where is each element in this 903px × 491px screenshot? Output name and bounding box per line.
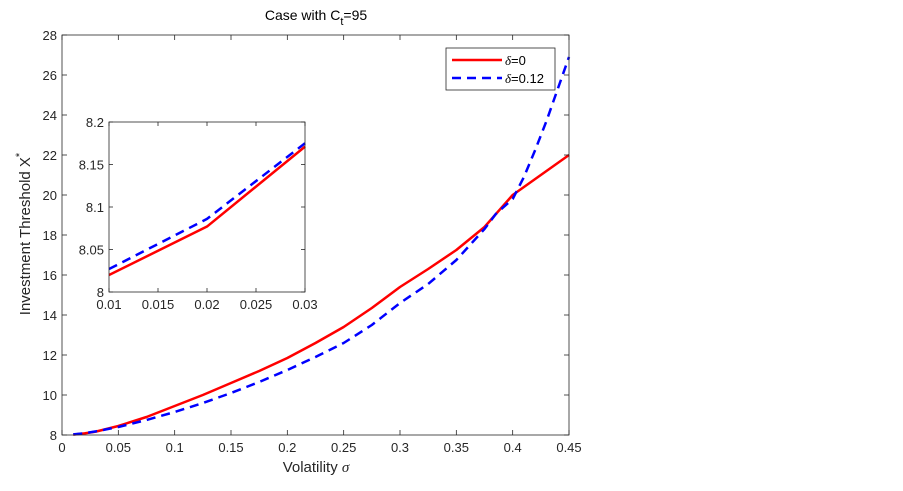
main-x-tick-label: 0 [58,440,65,455]
main-y-tick-label: 16 [43,268,57,283]
main-y-tick-label: 8 [50,428,57,443]
main-x-tick-label: 0.35 [444,440,469,455]
inset-plot-area [109,122,305,292]
x-axis-label: Volatility σ [283,459,350,476]
inset-x-tick-label: 0.03 [292,297,317,312]
main-x-tick-label: 0.2 [278,440,296,455]
sigma-symbol: σ [342,460,350,476]
y-axis-label: Investment Threshold X* [14,152,34,315]
main-y-tick-label: 22 [43,148,57,163]
inset-series-delta-0 [109,145,306,277]
inset-axes: 0.01 0.015 0.02 0.025 0.03 8 8.05 8.1 8.15 8.2 [79,115,318,312]
main-y-tick-label: 28 [43,28,57,43]
inset-series-delta-012 [109,142,306,271]
main-y-tick-label: 12 [43,348,57,363]
y-axis-label-superscript: * [14,152,26,157]
main-y-tick-label: 18 [43,228,57,243]
legend-label-delta-012: δ=0.12 [505,71,544,86]
main-x-tick-label: 0.1 [166,440,184,455]
main-y-tick-label: 26 [43,68,57,83]
main-y-tick-label: 10 [43,388,57,403]
main-x-tick-label: 0.25 [331,440,356,455]
main-x-tick-label: 0.3 [391,440,409,455]
legend-label-delta-0: δ=0 [505,53,526,68]
main-series-delta-0 [73,153,570,436]
main-y-tick-label: 20 [43,188,57,203]
inset-x-tick-label: 0.01 [96,297,121,312]
main-x-tick-label: 0.05 [106,440,131,455]
main-series-delta-012 [73,56,571,436]
legend-box [445,47,556,91]
title-subscript: t [340,16,343,28]
inset-x-tick-label: 0.02 [194,297,219,312]
legend: δ=0 δ=0.12 [445,47,556,91]
main-x-tick-label: 0.15 [218,440,243,455]
inset-y-tick-label: 8.1 [86,200,104,215]
inset-x-tick-label: 0.025 [240,297,273,312]
inset-y-tick-label: 8.2 [86,115,104,130]
inset-x-tick-label: 0.015 [142,297,175,312]
inset-y-tick-label: 8 [97,285,104,300]
main-y-tick-label: 14 [43,308,57,323]
main-x-tick-label: 0.4 [504,440,522,455]
main-y-tick-label: 24 [43,108,57,123]
inset-y-tick-label: 8.15 [79,158,104,173]
inset-y-tick-label: 8.05 [79,243,104,258]
chart-title: Case with Ct=95 [265,7,367,28]
main-x-tick-label: 0.45 [556,440,581,455]
